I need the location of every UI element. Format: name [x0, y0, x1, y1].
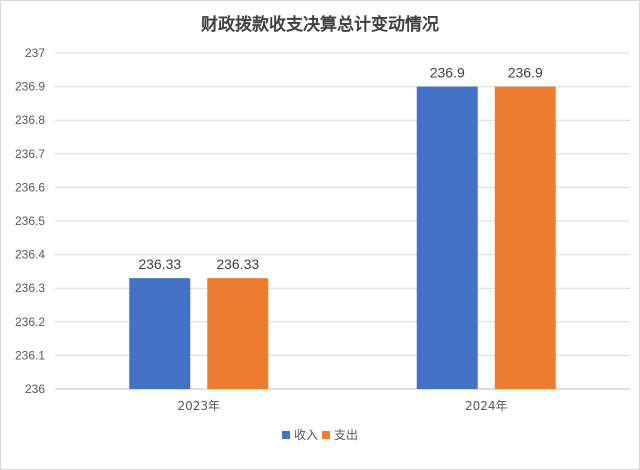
x-tick-label: 2023年 — [177, 399, 220, 413]
y-tick-label: 236.5 — [15, 214, 45, 228]
y-tick-label: 236.4 — [15, 248, 45, 262]
legend-swatch — [322, 431, 330, 439]
bar-income — [416, 86, 478, 389]
y-tick-label: 236.8 — [15, 113, 45, 127]
bar-expense — [207, 278, 269, 389]
y-axis: 236 236.1 236.2 236.3 236.4 236.5 236.6 236.7 23… — [15, 46, 45, 396]
data-label: 236.33 — [138, 256, 181, 272]
y-tick-label: 236.2 — [15, 315, 45, 329]
legend-label: 支出 — [334, 428, 358, 442]
y-tick-label: 236.1 — [15, 348, 45, 362]
data-label: 236.9 — [508, 65, 543, 81]
legend-label: 收入 — [294, 428, 318, 442]
y-tick-label: 236.9 — [15, 80, 45, 94]
data-label: 236.9 — [430, 65, 465, 81]
legend-swatch — [282, 431, 290, 439]
y-tick-label: 237 — [25, 46, 45, 60]
bar-income — [129, 278, 191, 389]
data-label: 236.33 — [216, 256, 259, 272]
y-tick-label: 236.6 — [15, 180, 45, 194]
y-tick-label: 236 — [25, 382, 45, 396]
chart-title: 财政拨款收支决算总计变动情况 — [201, 15, 439, 35]
x-axis: 2023年 2024年 — [177, 399, 507, 413]
y-tick-label: 236.7 — [15, 147, 45, 161]
bars: 236.33 236.33 236.9 236.9 — [129, 65, 556, 389]
x-tick-label: 2024年 — [465, 399, 508, 413]
bar-expense — [494, 86, 556, 389]
y-tick-label: 236.3 — [15, 281, 45, 295]
legend: 收入 支出 — [282, 428, 358, 442]
